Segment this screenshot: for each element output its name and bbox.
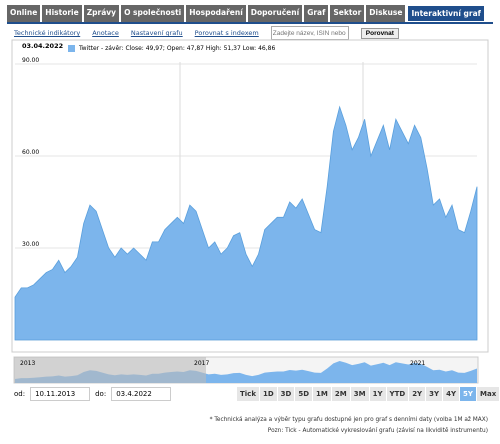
zoom-button[interactable]: 1M (313, 387, 331, 401)
compare-button[interactable]: Porovnat (360, 27, 399, 39)
zoom-button[interactable]: 3Y (426, 387, 443, 401)
zoom-button[interactable]: Max (477, 387, 500, 401)
zoom-button[interactable]: 2Y (409, 387, 426, 401)
zoom-button[interactable]: 5Y (460, 387, 476, 401)
toolbar-link[interactable]: Nastavení grafu (130, 29, 183, 37)
navigator-mask (14, 357, 206, 383)
price-area (14, 105, 478, 341)
navigator-label: 2017 (194, 360, 209, 367)
zoom-button[interactable]: Tick (237, 387, 259, 401)
tab[interactable]: Hospodaření (186, 5, 246, 22)
zoom-button[interactable]: 1D (259, 387, 277, 401)
chart-date: 03.04.2022 (22, 42, 63, 50)
to-date[interactable]: 03.4.2022 (111, 387, 172, 401)
footnote: * Technická analýza a výběr typu grafu d… (209, 417, 488, 423)
date-range: od: 10.11.2013 do: 03.4.2022 (14, 387, 172, 401)
toolbar-link[interactable]: Porovnat s indexem (194, 29, 259, 37)
tab[interactable]: Diskuse (366, 5, 406, 22)
tab[interactable]: Zprávy (83, 5, 120, 22)
y-tick-label: 60.00 (22, 149, 39, 156)
zoom-button[interactable]: 4Y (443, 387, 460, 401)
navigator-label: 2013 (20, 360, 35, 367)
tab[interactable]: Graf (304, 5, 329, 22)
legend-swatch (68, 45, 75, 52)
toolbar: Technické indikátory Anotace Nastavení gra… (14, 26, 399, 40)
footnote: Pozn: Tick - Automatické vykreslování gr… (267, 428, 488, 434)
navigator-label: 2021 (410, 360, 425, 367)
tab[interactable]: Sektor (330, 5, 365, 22)
tab[interactable]: Historie (42, 5, 82, 22)
from-date[interactable]: 10.11.2013 (30, 387, 91, 401)
tab[interactable]: Doporučení (247, 5, 303, 22)
tab[interactable]: O společnosti (121, 5, 185, 22)
compare-input[interactable] (270, 26, 349, 40)
zoom-button[interactable]: YTD (386, 387, 409, 401)
zoom-button[interactable]: 2M (331, 387, 350, 401)
tab-bar: Online Historie Zprávy O společnosti Hospoda… (7, 5, 493, 24)
tab[interactable]: Interaktivní graf (407, 5, 485, 22)
zoom-buttons: Tick 1D 3D 5D 1M 2M 3M 1Y YTD 2Y 3Y 4Y 5Y Max (237, 387, 500, 401)
legend-label: Twitter - závěr: Close: 49,97; Open: 47,… (78, 45, 275, 52)
tab[interactable]: Online (7, 5, 41, 22)
chart: 03.04.2022 Twitter - závěr: Close: 49,97… (11, 39, 489, 384)
from-label: od: (14, 390, 26, 398)
zoom-button[interactable]: 1Y (369, 387, 386, 401)
y-tick-label: 90.00 (22, 57, 39, 64)
zoom-button[interactable]: 5D (295, 387, 313, 401)
zoom-button[interactable]: 3M (350, 387, 369, 401)
zoom-button[interactable]: 3D (277, 387, 295, 401)
toolbar-link[interactable]: Technické indikátory (14, 29, 81, 37)
y-tick-label: 30.00 (22, 241, 39, 248)
to-label: do: (95, 390, 107, 398)
toolbar-link[interactable]: Anotace (92, 29, 119, 37)
chart-frame (11, 39, 489, 353)
